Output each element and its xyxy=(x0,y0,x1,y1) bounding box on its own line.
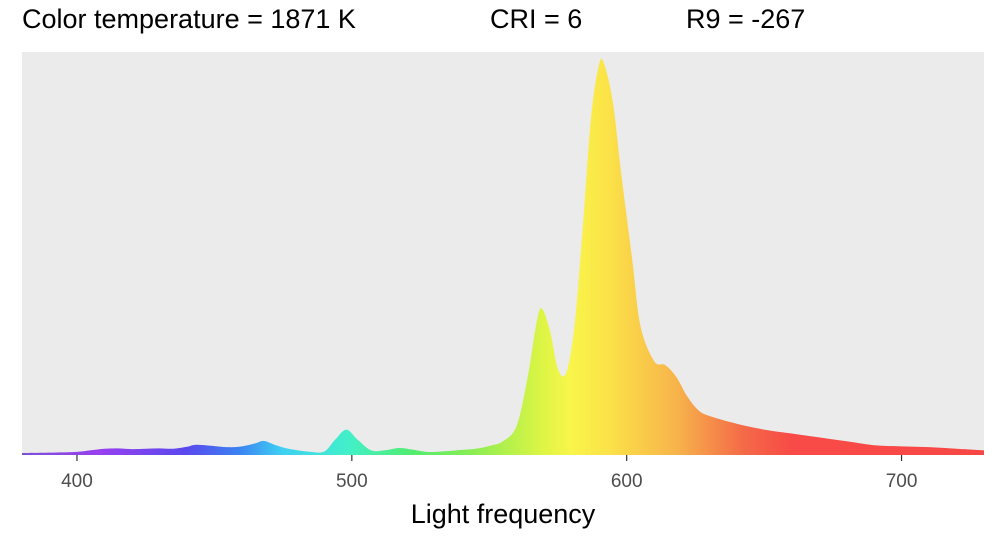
x-tick-label: 400 xyxy=(61,471,93,492)
x-axis-ticks: 400 500 600 700 xyxy=(61,455,917,492)
plot-panel xyxy=(22,52,984,455)
x-tick-label: 700 xyxy=(886,471,918,492)
x-axis-title: Light frequency xyxy=(411,499,596,529)
spectrum-stats-header: Color temperature = 1871 K CRI = 6 R9 = … xyxy=(0,0,1000,50)
r9-label: R9 = -267 xyxy=(686,4,806,34)
color-temperature-label: Color temperature = 1871 K xyxy=(22,4,356,34)
x-tick-label: 500 xyxy=(336,471,368,492)
x-tick-label: 600 xyxy=(611,471,643,492)
cri-label: CRI = 6 xyxy=(490,4,583,34)
